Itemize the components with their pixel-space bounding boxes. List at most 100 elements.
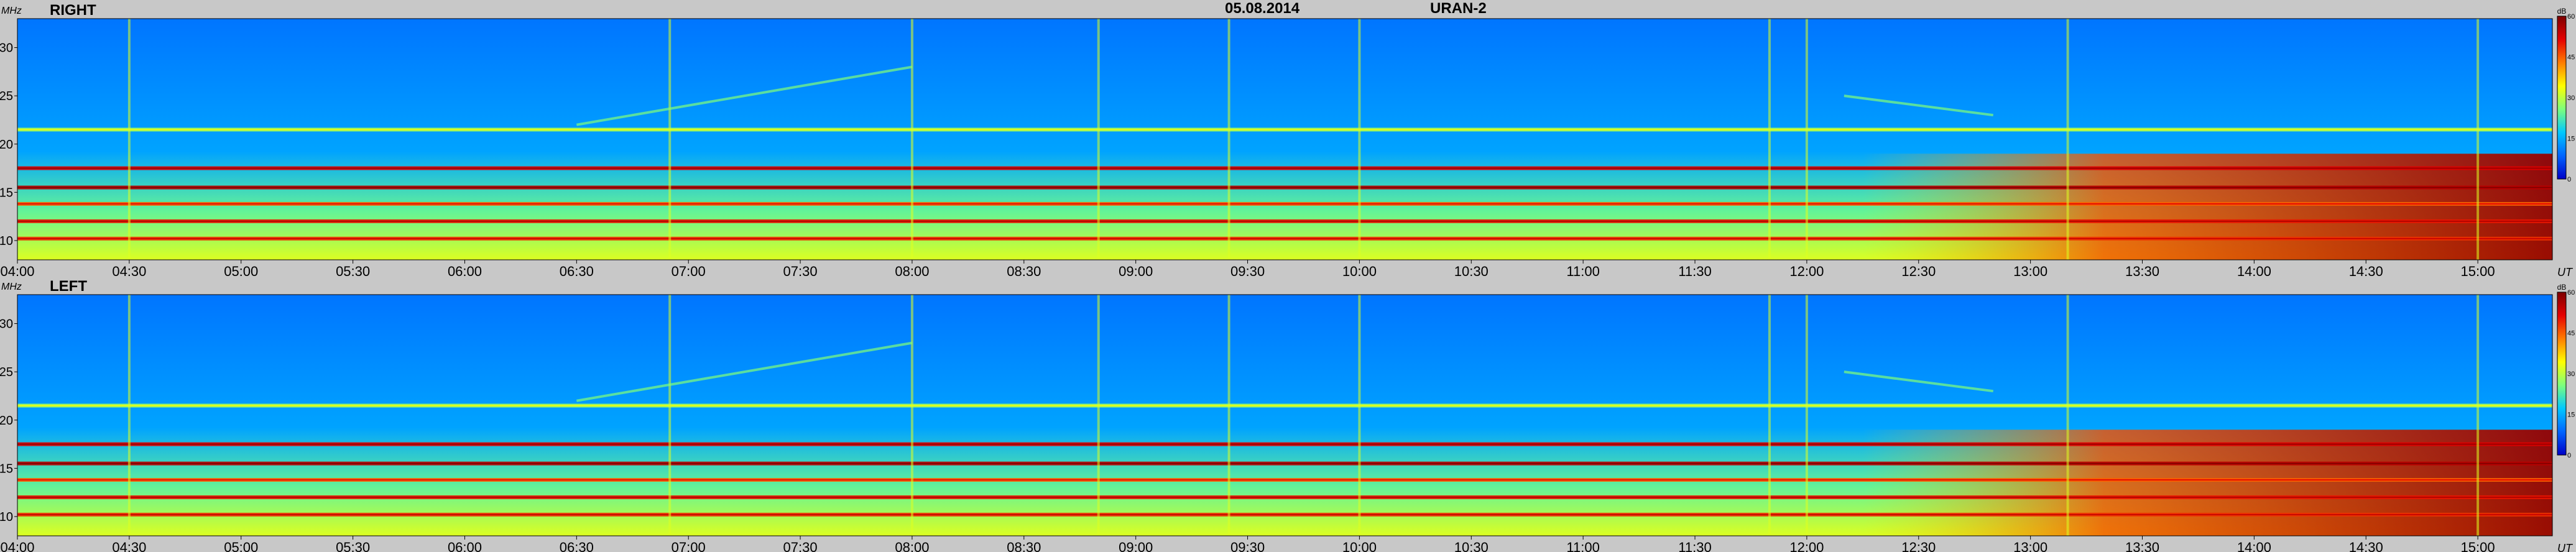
band-core-1 [17, 443, 2552, 445]
burst-0 [127, 19, 131, 260]
burst-2 [910, 295, 913, 536]
x-tick-label: 15:00 [2461, 540, 2495, 552]
x-tick-label: 04:30 [112, 540, 146, 552]
burst-2 [910, 19, 913, 260]
x-tick-label: 06:00 [448, 540, 482, 552]
burst-1 [668, 19, 672, 260]
x-tick-label: 09:00 [1119, 264, 1153, 279]
y-axis-label: MHz [1, 282, 22, 292]
x-tick-label: 13:30 [2125, 264, 2159, 279]
date-label: 05.08.2014 [1225, 0, 1300, 17]
y-tick-label: 20 [0, 414, 13, 428]
band-core-3 [17, 203, 2552, 205]
x-tick-label: 07:30 [783, 540, 818, 552]
x-tick-label: 12:00 [1789, 540, 1824, 552]
x-tick-label: 05:00 [224, 264, 258, 279]
y-axis-label: MHz [1, 6, 22, 16]
x-tick-label: 14:30 [2349, 540, 2383, 552]
burst-7 [1805, 19, 1808, 260]
plot-frame [17, 294, 2553, 536]
band-core-2 [17, 186, 2552, 188]
x-tick-label: 09:00 [1119, 540, 1153, 552]
x-axis-label: UT [2557, 542, 2574, 552]
y-tick-label: 30 [0, 318, 13, 331]
x-tick-label: 10:00 [1342, 540, 1377, 552]
x-tick-label: 05:30 [336, 540, 370, 552]
panel-left: LEFT MHz 10 15 20 25 30 04:00 04:30 05:00 05:30 06:… [0, 278, 2575, 552]
spectrogram-image [17, 19, 2552, 260]
colorbar-tick-label: 15 [2567, 412, 2575, 419]
x-tick-label: 13:00 [2013, 540, 2047, 552]
colorbar-tick-label: 60 [2567, 289, 2575, 297]
colorbar-tick-label: 45 [2567, 330, 2575, 338]
x-tick-label: 14:00 [2237, 540, 2271, 552]
panel-title: LEFT [50, 278, 87, 295]
burst-5 [1358, 295, 1361, 536]
x-tick-label: 12:30 [1901, 264, 1936, 279]
colorbar-tick-label: 60 [2567, 13, 2575, 21]
band-core-5 [17, 513, 2552, 515]
x-tick-label: 05:00 [224, 540, 258, 552]
colorbar [2557, 16, 2567, 180]
burst-3 [1097, 19, 1100, 260]
x-tick-label: 08:30 [1007, 540, 1041, 552]
afternoon-enhancement [1862, 430, 2552, 536]
x-tick-label: 06:30 [560, 264, 594, 279]
x-tick-label: 04:00 [0, 264, 34, 279]
band-core-4 [17, 220, 2552, 222]
band-core-0 [17, 129, 2552, 131]
band-core-3 [17, 479, 2552, 481]
x-tick-label: 07:00 [672, 264, 706, 279]
burst-1 [668, 295, 672, 536]
y-tick-label: 10 [0, 510, 13, 524]
y-tick-label: 15 [0, 186, 13, 200]
burst-4 [1227, 295, 1230, 536]
burst-4 [1227, 19, 1230, 260]
instrument-label: URAN-2 [1430, 0, 1487, 17]
panel-title: RIGHT [50, 2, 96, 19]
burst-3 [1097, 295, 1100, 536]
colorbar-tick-label: 45 [2567, 54, 2575, 62]
y-tick-label: 20 [0, 138, 13, 152]
y-tick-label: 25 [0, 366, 13, 379]
drift-1 [1844, 370, 1993, 393]
drift-0 [576, 341, 913, 402]
x-tick-label: 09:30 [1230, 264, 1265, 279]
x-tick-label: 12:30 [1901, 540, 1936, 552]
burst-7 [1805, 295, 1808, 536]
x-tick-label: 08:00 [895, 264, 929, 279]
band-core-2 [17, 462, 2552, 464]
burst-8 [2066, 295, 2069, 536]
x-tick-label: 13:30 [2125, 540, 2159, 552]
colorbar-tick-label: 30 [2567, 94, 2575, 102]
plot-frame [17, 18, 2553, 260]
y-tick-label: 30 [0, 42, 13, 55]
x-axis-label: UT [2557, 266, 2574, 278]
colorbar-tick-label: 0 [2567, 452, 2571, 459]
x-tick-label: 13:00 [2013, 264, 2047, 279]
y-tick-label: 15 [0, 462, 13, 476]
spectrogram-image [17, 295, 2552, 536]
band-core-1 [17, 167, 2552, 169]
x-tick-label: 07:30 [783, 264, 818, 279]
x-tick-label: 11:00 [1566, 540, 1599, 552]
colorbar-tick-label: 15 [2567, 136, 2575, 143]
drift-0 [576, 65, 913, 126]
afternoon-enhancement [1862, 154, 2552, 260]
drift-1 [1844, 94, 1993, 117]
x-tick-label: 11:30 [1678, 264, 1711, 279]
x-tick-label: 07:00 [672, 540, 706, 552]
x-tick-label: 14:00 [2237, 264, 2271, 279]
x-tick-label: 05:30 [336, 264, 370, 279]
x-tick-label: 12:00 [1789, 264, 1824, 279]
burst-6 [1768, 19, 1771, 260]
x-tick-label: 11:30 [1678, 540, 1711, 552]
x-tick-label: 10:30 [1454, 540, 1489, 552]
colorbar [2557, 292, 2567, 456]
x-tick-label: 15:00 [2461, 264, 2495, 279]
burst-0 [127, 295, 131, 536]
colorbar-unit: dB [2557, 283, 2567, 292]
